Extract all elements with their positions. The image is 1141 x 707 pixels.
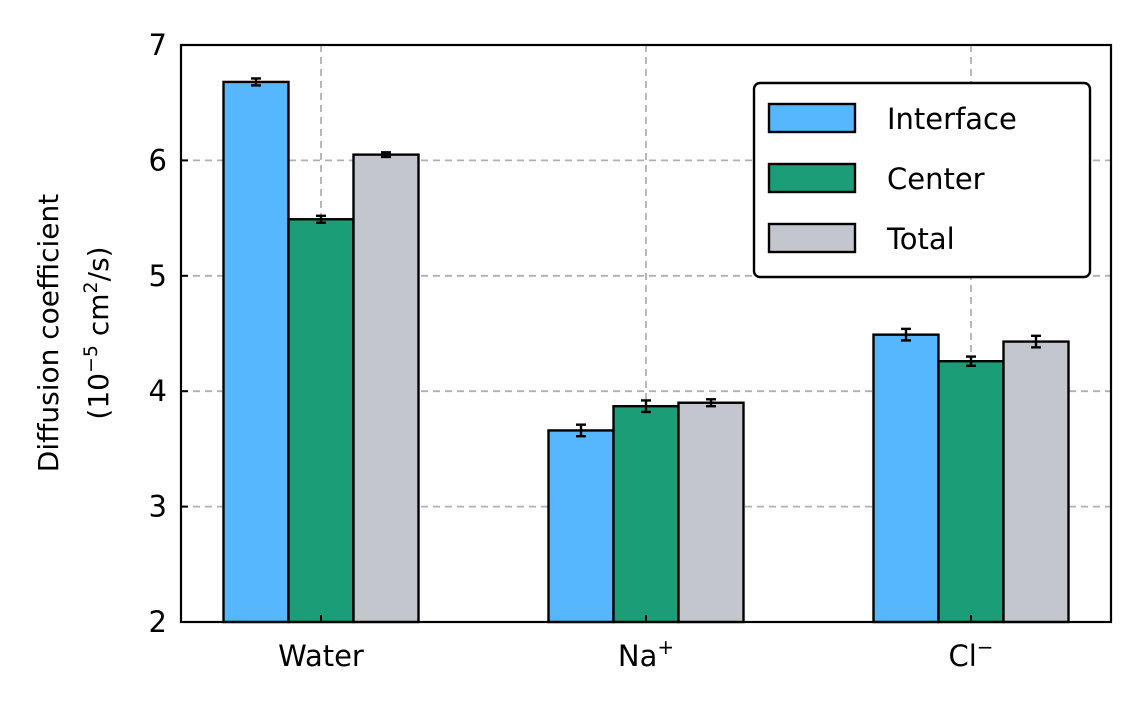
legend-label-center: Center <box>887 162 985 196</box>
y-tick-label: 3 <box>149 490 167 524</box>
y-axis-label-line2: (10−5 cm2/s) <box>80 246 115 419</box>
y-tick-label: 7 <box>149 28 167 62</box>
bar-center-2 <box>937 359 1005 624</box>
legend-label-total: Total <box>886 222 955 256</box>
y-axis-label: Diffusion coefficient (10−5 cm2/s) <box>32 194 115 472</box>
bar-total-2 <box>1002 340 1070 624</box>
y-axis-label-line1: Diffusion coefficient <box>32 194 65 472</box>
bar-interface-0 <box>222 80 290 624</box>
bar-total-0 <box>352 153 420 624</box>
y-tick-label: 5 <box>149 259 167 293</box>
x-tick-label: Cl− <box>948 635 993 673</box>
bar-center-1 <box>612 405 680 624</box>
y-tick-label: 2 <box>149 605 167 639</box>
legend-swatch-center <box>767 162 857 194</box>
x-tick-label: Na+ <box>618 635 674 673</box>
bar-total-1 <box>677 401 745 624</box>
legend: Interface Center Total <box>752 81 1092 279</box>
legend-label-interface: Interface <box>887 102 1017 136</box>
y-tick-label: 4 <box>149 374 167 408</box>
x-tick-label: Water <box>278 639 364 673</box>
bar-interface-1 <box>547 429 615 624</box>
legend-swatch-interface <box>767 102 857 134</box>
legend-swatch-total <box>767 222 857 254</box>
bar-interface-2 <box>872 333 940 624</box>
axis-ticks: 2 3 4 5 6 7 Water Na+ Cl− <box>149 28 994 673</box>
bar-center-0 <box>287 218 355 624</box>
error-bars <box>251 77 1041 438</box>
y-tick-label: 6 <box>149 143 167 177</box>
bars <box>222 80 1070 624</box>
